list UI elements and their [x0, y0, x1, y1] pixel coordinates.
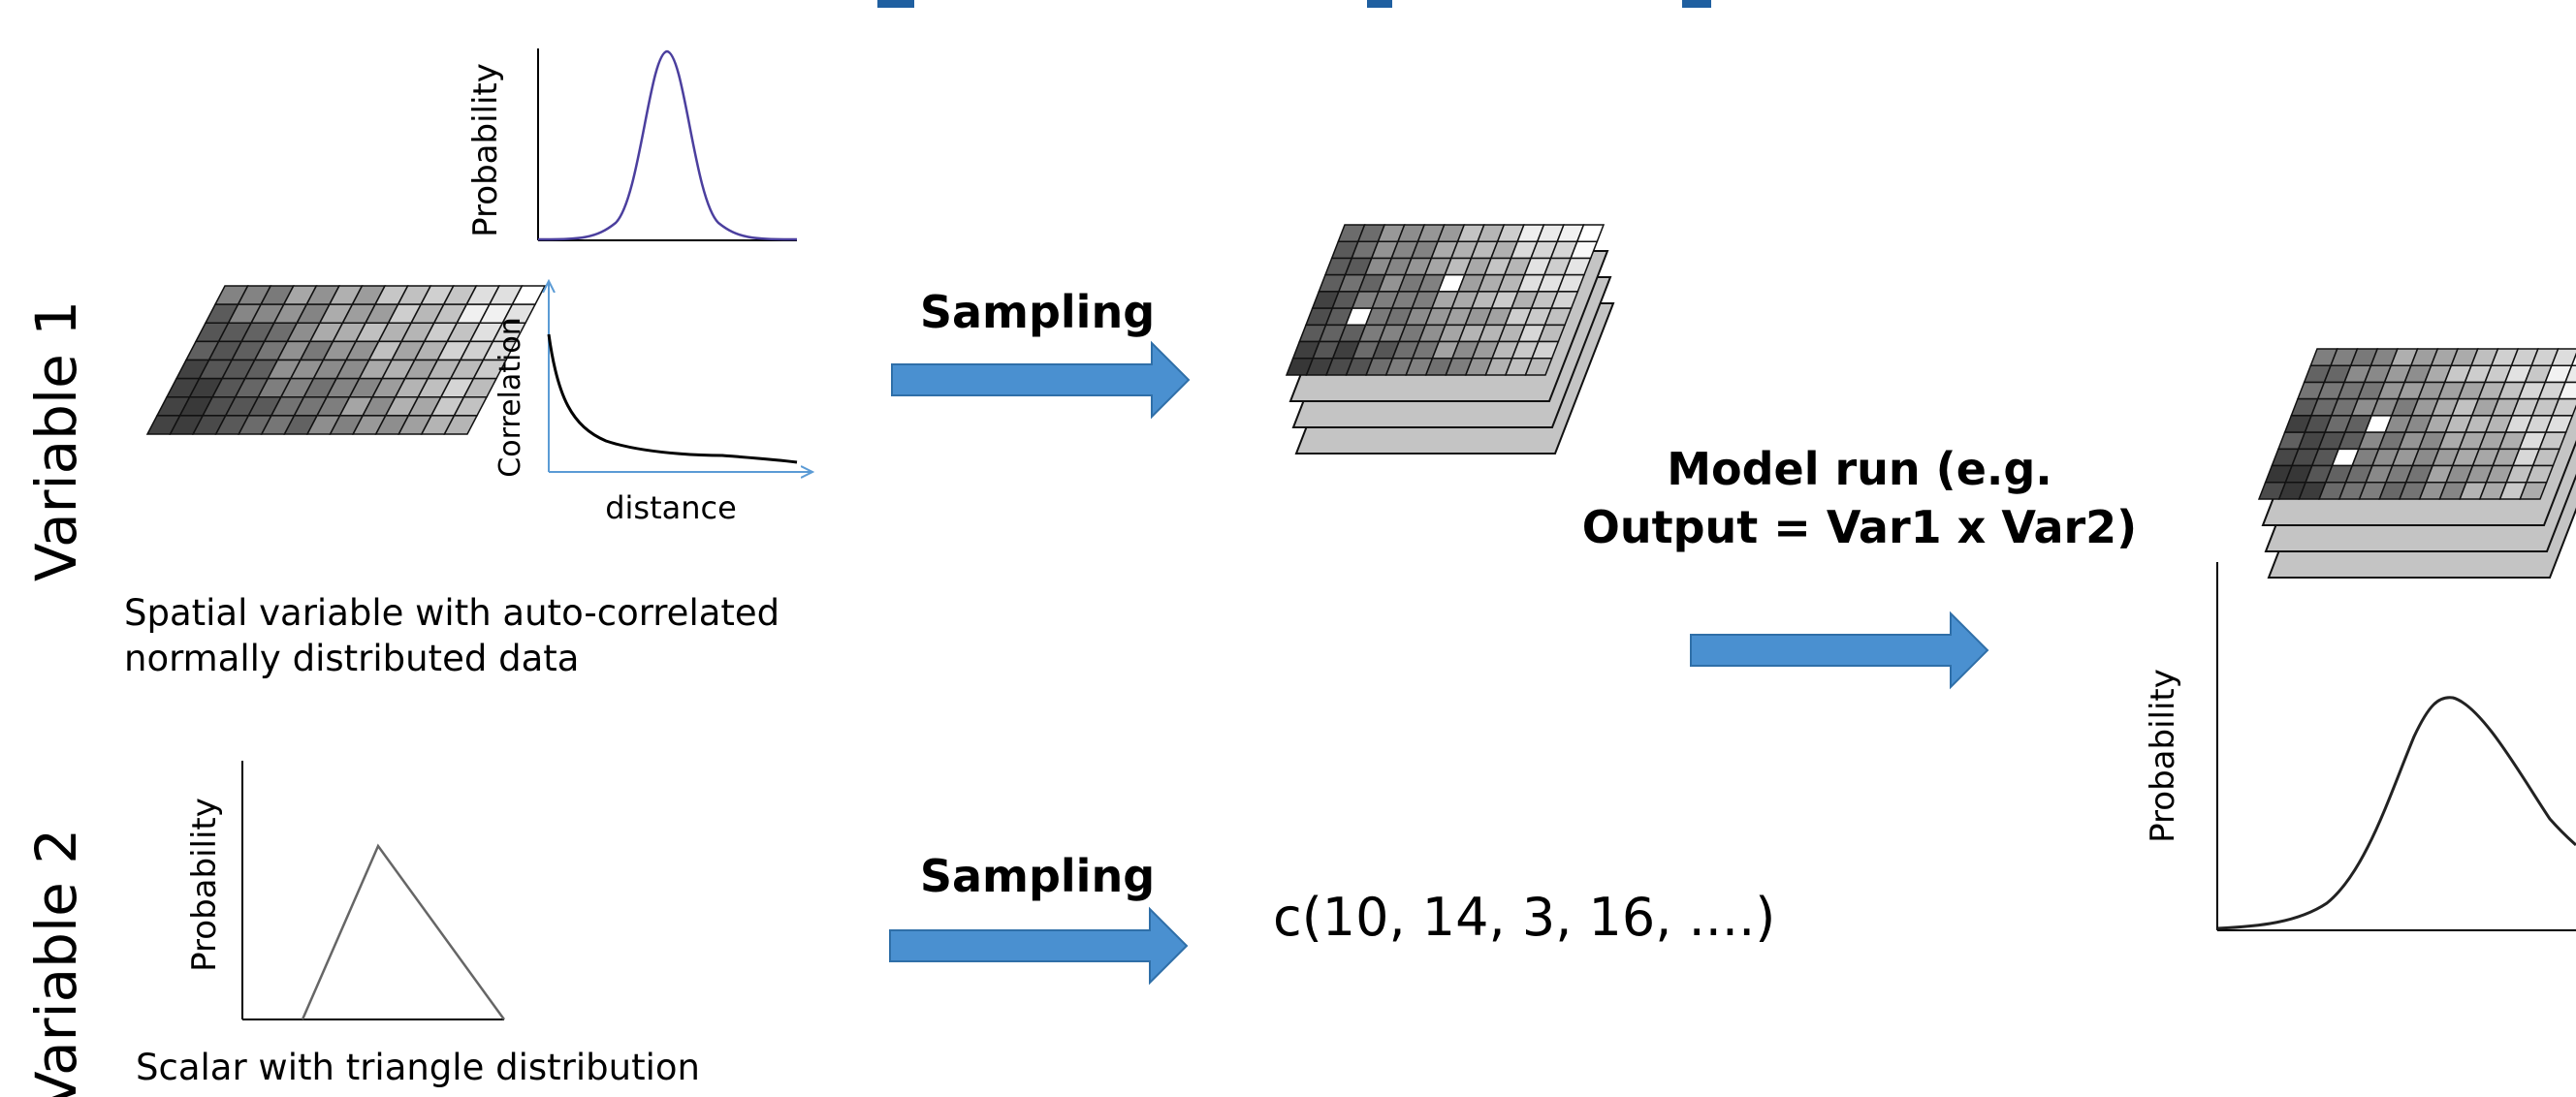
grid-cell — [2563, 364, 2576, 384]
variable1-caption-line1: Spatial variable with auto-correlated — [124, 592, 779, 634]
model-label-line1: Model run (e.g. — [1667, 443, 2052, 495]
output-distribution-plot: Probability — [2144, 562, 2576, 931]
variable2-sampling-arrow — [889, 906, 1189, 986]
model-run-arrow — [1690, 611, 1989, 690]
spatial-grid-input — [145, 285, 547, 435]
correlogram-plot: Correlation distance — [493, 281, 812, 526]
output-grid-stack — [2257, 348, 2576, 579]
correlogram-curve — [547, 333, 798, 464]
grid-layer-input — [145, 285, 547, 435]
normal-distribution-plot: Probability — [466, 48, 798, 241]
correlogram-y-label: Correlation — [493, 317, 527, 477]
triangle-pdf-shape — [301, 843, 506, 1020]
variable1-caption-line2: normally distributed data — [124, 638, 579, 679]
variable2-sampling-label: Sampling — [920, 850, 1155, 902]
grid-cell — [443, 415, 479, 435]
output-pdf-axis-label: Probability — [2144, 669, 2182, 843]
variable1-sampling-label: Sampling — [920, 286, 1155, 338]
grid-cell — [2519, 482, 2548, 500]
sampled-grid-stack — [1285, 224, 1615, 454]
grid-cell — [1524, 358, 1553, 376]
output-pdf-curve — [2216, 696, 2576, 930]
variable1-row-label: Variable 1 — [23, 300, 89, 581]
cropped-title-fragments — [877, 0, 1711, 8]
triangle-distribution-plot: Probability — [185, 761, 506, 1020]
grid-cell — [2570, 352, 2576, 366]
normal-pdf-curve — [537, 49, 798, 241]
correlogram-x-label: distance — [605, 489, 737, 526]
grid-layer-front — [1285, 224, 1606, 376]
variable2-samples-text: c(10, 14, 3, 16, ....) — [1273, 887, 1775, 948]
variable1-sampling-arrow — [891, 340, 1191, 420]
model-label-line2: Output = Var1 x Var2) — [1582, 501, 2137, 553]
grid-cell — [2558, 381, 2576, 400]
output-layer-front — [2257, 348, 2576, 500]
variable2-caption: Scalar with triangle distribution — [136, 1047, 700, 1088]
normal-pdf-axis-label: Probability — [466, 63, 505, 237]
triangle-pdf-axis-label: Probability — [185, 798, 224, 972]
variable2-row-label: Variable 2 — [23, 829, 89, 1097]
